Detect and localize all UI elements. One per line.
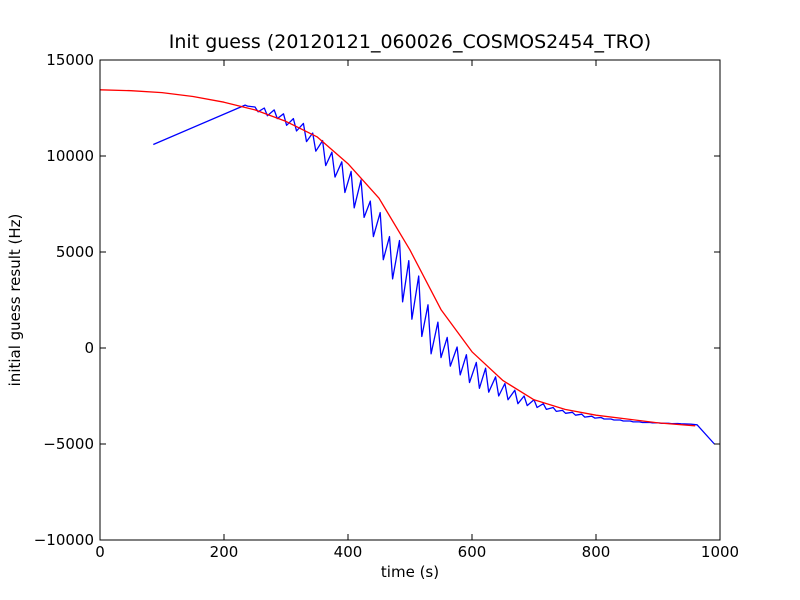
y-tick-label: 5000 (56, 243, 94, 261)
x-tick-label: 400 (334, 543, 363, 561)
plot-frame (99, 59, 721, 541)
x-tick-label: 200 (210, 543, 239, 561)
series-layer (99, 89, 715, 445)
series-line-0 (153, 104, 715, 445)
x-tick-label: 0 (95, 543, 105, 561)
series-line-1 (99, 89, 696, 427)
x-axis-label: time (s) (381, 563, 439, 581)
x-tick-label: 800 (582, 543, 611, 561)
ticks-layer: 0 200 400 600 800 1000 15000 10000 5000 0 −5000 −10… (34, 51, 739, 561)
y-tick-label: 0 (84, 339, 94, 357)
x-tick-label: 1000 (701, 543, 739, 561)
y-tick-label: 15000 (46, 51, 94, 69)
chart-title: Init guess (20120121_060026_COSMOS2454_T… (169, 31, 651, 53)
y-tick-label: −5000 (43, 435, 94, 453)
y-tick-label: 10000 (46, 147, 94, 165)
x-tick-label: 600 (458, 543, 487, 561)
y-axis-label: initial guess result (Hz) (6, 214, 24, 387)
y-tick-label: −10000 (34, 531, 94, 549)
